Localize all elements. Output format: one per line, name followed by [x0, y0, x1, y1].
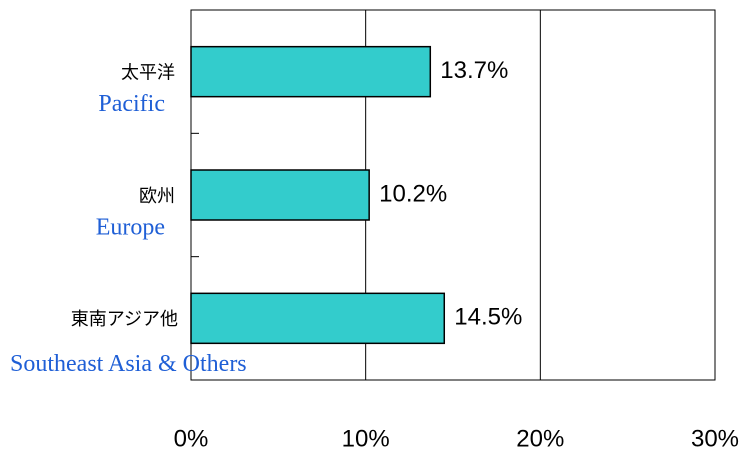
value-label: 13.7% — [440, 57, 508, 84]
bar — [190, 292, 446, 345]
value-label: 10.2% — [379, 180, 447, 207]
x-tick-label: 20% — [516, 425, 564, 451]
category-label-en: Southeast Asia & Others — [10, 351, 247, 377]
category-label: 東南アジア他 — [71, 309, 178, 329]
category-label-en: Pacific — [98, 91, 165, 117]
x-tick-label: 30% — [691, 425, 739, 451]
category-label: 太平洋 — [121, 62, 175, 82]
category-label: 欧州 — [139, 186, 175, 206]
x-tick-label: 10% — [342, 425, 390, 451]
bar — [190, 169, 370, 221]
value-label: 14.5% — [454, 304, 522, 331]
bar — [190, 45, 432, 98]
category-label-en: Europe — [96, 215, 165, 241]
x-tick-label: 0% — [174, 425, 209, 451]
